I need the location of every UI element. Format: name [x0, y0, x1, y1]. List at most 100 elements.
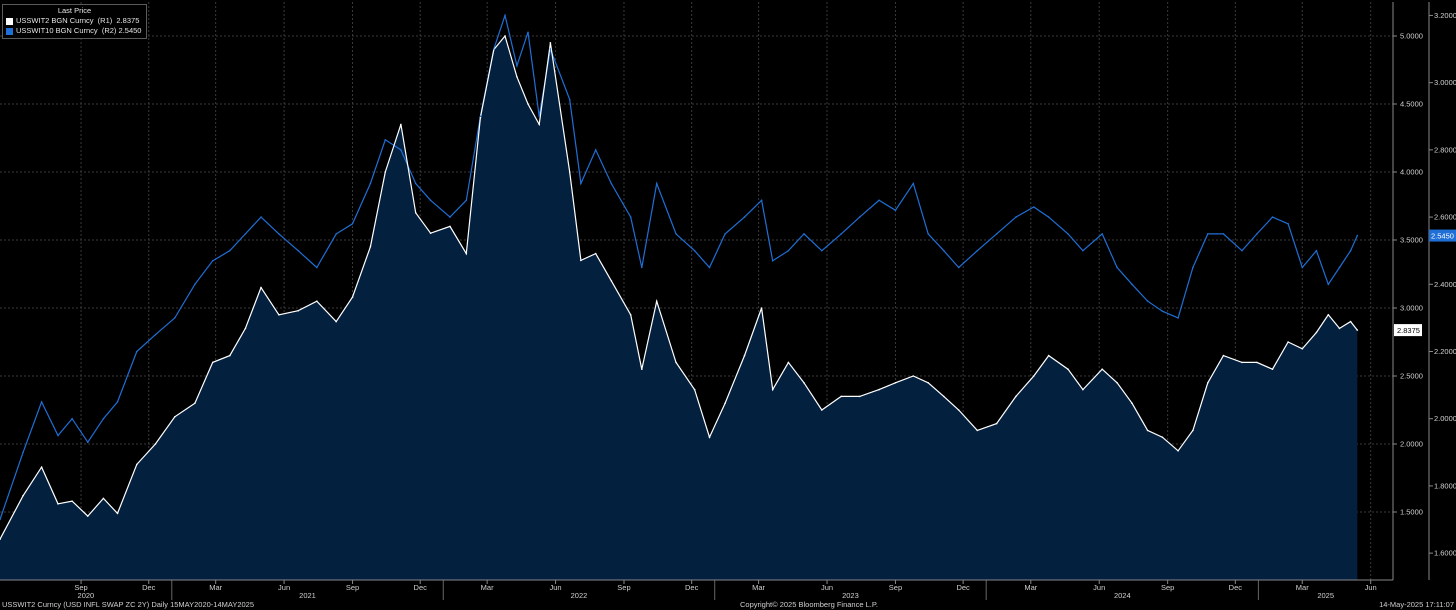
data-point-usswit10: [465, 199, 468, 202]
x-year-label: 2020: [78, 591, 95, 600]
data-point-usswit2: [743, 354, 746, 357]
legend-label: USSWIT10 BGN Curncy (R2) 2.5450: [16, 26, 142, 35]
data-point-usswit10: [743, 216, 746, 218]
data-point-usswit10: [1207, 233, 1209, 235]
data-point-usswit2: [1207, 382, 1209, 384]
data-point-usswit2: [369, 246, 372, 248]
data-point-usswit10: [316, 266, 318, 269]
r2-tick-label: 1.8000: [1434, 481, 1456, 490]
data-point-usswit10: [1131, 283, 1133, 286]
data-point-usswit10: [479, 115, 482, 118]
data-point-usswit10: [1161, 310, 1164, 312]
data-point-usswit2: [260, 286, 262, 289]
data-point-usswit10: [1338, 266, 1341, 269]
data-point-usswit2: [278, 314, 280, 316]
data-point-usswit2: [1192, 429, 1194, 432]
data-point-usswit10: [1047, 216, 1050, 218]
data-point-usswit2: [1177, 450, 1179, 452]
data-point-usswit2: [538, 123, 541, 126]
data-point-usswit2: [384, 171, 387, 173]
data-point-usswit2: [429, 232, 432, 234]
data-point-usswit10: [894, 209, 897, 212]
data-point-usswit2: [912, 375, 915, 377]
x-month-label: Dec: [142, 583, 156, 592]
data-point-usswit2: [86, 515, 89, 517]
data-point-usswit10: [912, 182, 915, 185]
data-point-usswit10: [400, 149, 402, 151]
last-value-label-usswit10: 2.5450: [1431, 232, 1454, 241]
data-point-usswit2: [465, 252, 468, 255]
data-point-usswit10: [449, 216, 451, 218]
data-point-usswit2: [803, 382, 805, 384]
data-point-usswit2: [244, 327, 247, 330]
legend-swatch-blue: [6, 27, 13, 35]
data-point-usswit2: [840, 395, 842, 398]
data-point-usswit10: [1241, 249, 1243, 252]
r2-tick-label: 2.6000: [1434, 213, 1456, 222]
r1-tick-label: 2.5000: [1400, 372, 1423, 381]
data-point-usswit2: [479, 116, 482, 119]
data-point-usswit2: [927, 382, 929, 384]
data-point-usswit10: [260, 216, 262, 218]
series-line-usswit2: [0, 34, 1358, 540]
data-point-usswit2: [1287, 341, 1289, 343]
data-point-usswit10: [942, 249, 945, 252]
data-point-usswit2: [1301, 348, 1304, 350]
data-point-usswit10: [641, 266, 643, 269]
r1-tick-label: 5.0000: [1400, 32, 1423, 41]
data-point-usswit10: [1116, 266, 1118, 269]
r2-axis: 1.6000 1.8000 2.0000 2.2000 2.4000 2.6000 2.80…: [1428, 2, 1456, 580]
data-point-usswit2: [527, 103, 529, 105]
x-month-label: Jun: [821, 583, 833, 592]
data-point-usswit2: [976, 429, 979, 432]
x-month-label: Jun: [278, 583, 290, 592]
data-point-usswit2: [335, 320, 337, 323]
data-point-usswit2: [102, 497, 105, 500]
data-point-usswit2: [136, 463, 138, 466]
data-point-usswit2: [724, 402, 726, 405]
data-point-usswit2: [995, 422, 998, 425]
data-point-usswit2: [610, 280, 613, 282]
data-point-usswit10: [549, 48, 552, 50]
data-point-usswit2: [1047, 354, 1050, 357]
data-point-usswit10: [1015, 216, 1017, 218]
x-year-label: 2022: [571, 591, 588, 600]
data-point-usswit2: [1131, 402, 1133, 405]
data-point-usswit10: [693, 249, 696, 252]
series-line-usswit10: [0, 13, 1358, 520]
data-point-usswit10: [1301, 266, 1304, 269]
data-point-usswit10: [724, 233, 726, 235]
data-point-usswit2: [504, 35, 506, 37]
data-point-usswit2: [1338, 327, 1341, 330]
data-point-usswit2: [1241, 361, 1243, 364]
data-point-usswit2: [22, 494, 24, 497]
data-point-usswit10: [384, 138, 387, 141]
data-point-usswit2: [40, 466, 43, 468]
data-point-usswit2: [1222, 354, 1225, 357]
data-point-usswit10: [527, 31, 529, 34]
data-point-usswit10: [194, 283, 196, 286]
x-month-label: Sep: [74, 583, 87, 592]
data-point-usswit10: [429, 199, 432, 202]
data-point-usswit10: [580, 182, 582, 185]
r1-tick-label: 4.5000: [1400, 100, 1423, 109]
r2-tick-label: 3.0000: [1434, 78, 1456, 87]
data-point-usswit2: [1271, 368, 1274, 371]
last-value-label-usswit2: 2.8375: [1397, 326, 1420, 335]
data-point-usswit2: [708, 436, 711, 439]
data-point-usswit2: [194, 402, 196, 405]
data-point-usswit10: [629, 216, 632, 218]
x-axis: Sep Dec Mar Jun Sep Dec Mar Jun Sep Dec Mar Jun Sep D…: [0, 579, 1393, 600]
data-point-usswit2: [821, 409, 823, 411]
plot-area: [0, 13, 1359, 580]
data-point-usswit2: [71, 500, 73, 502]
r2-tick-label: 2.8000: [1434, 145, 1456, 154]
r1-tick-label: 1.5000: [1400, 508, 1423, 517]
data-point-usswit10: [957, 266, 960, 269]
x-month-label: Mar: [752, 583, 765, 592]
data-point-usswit2: [1116, 382, 1118, 384]
data-point-usswit2: [760, 307, 763, 309]
data-point-usswit10: [610, 182, 613, 185]
data-point-usswit10: [1032, 206, 1035, 208]
